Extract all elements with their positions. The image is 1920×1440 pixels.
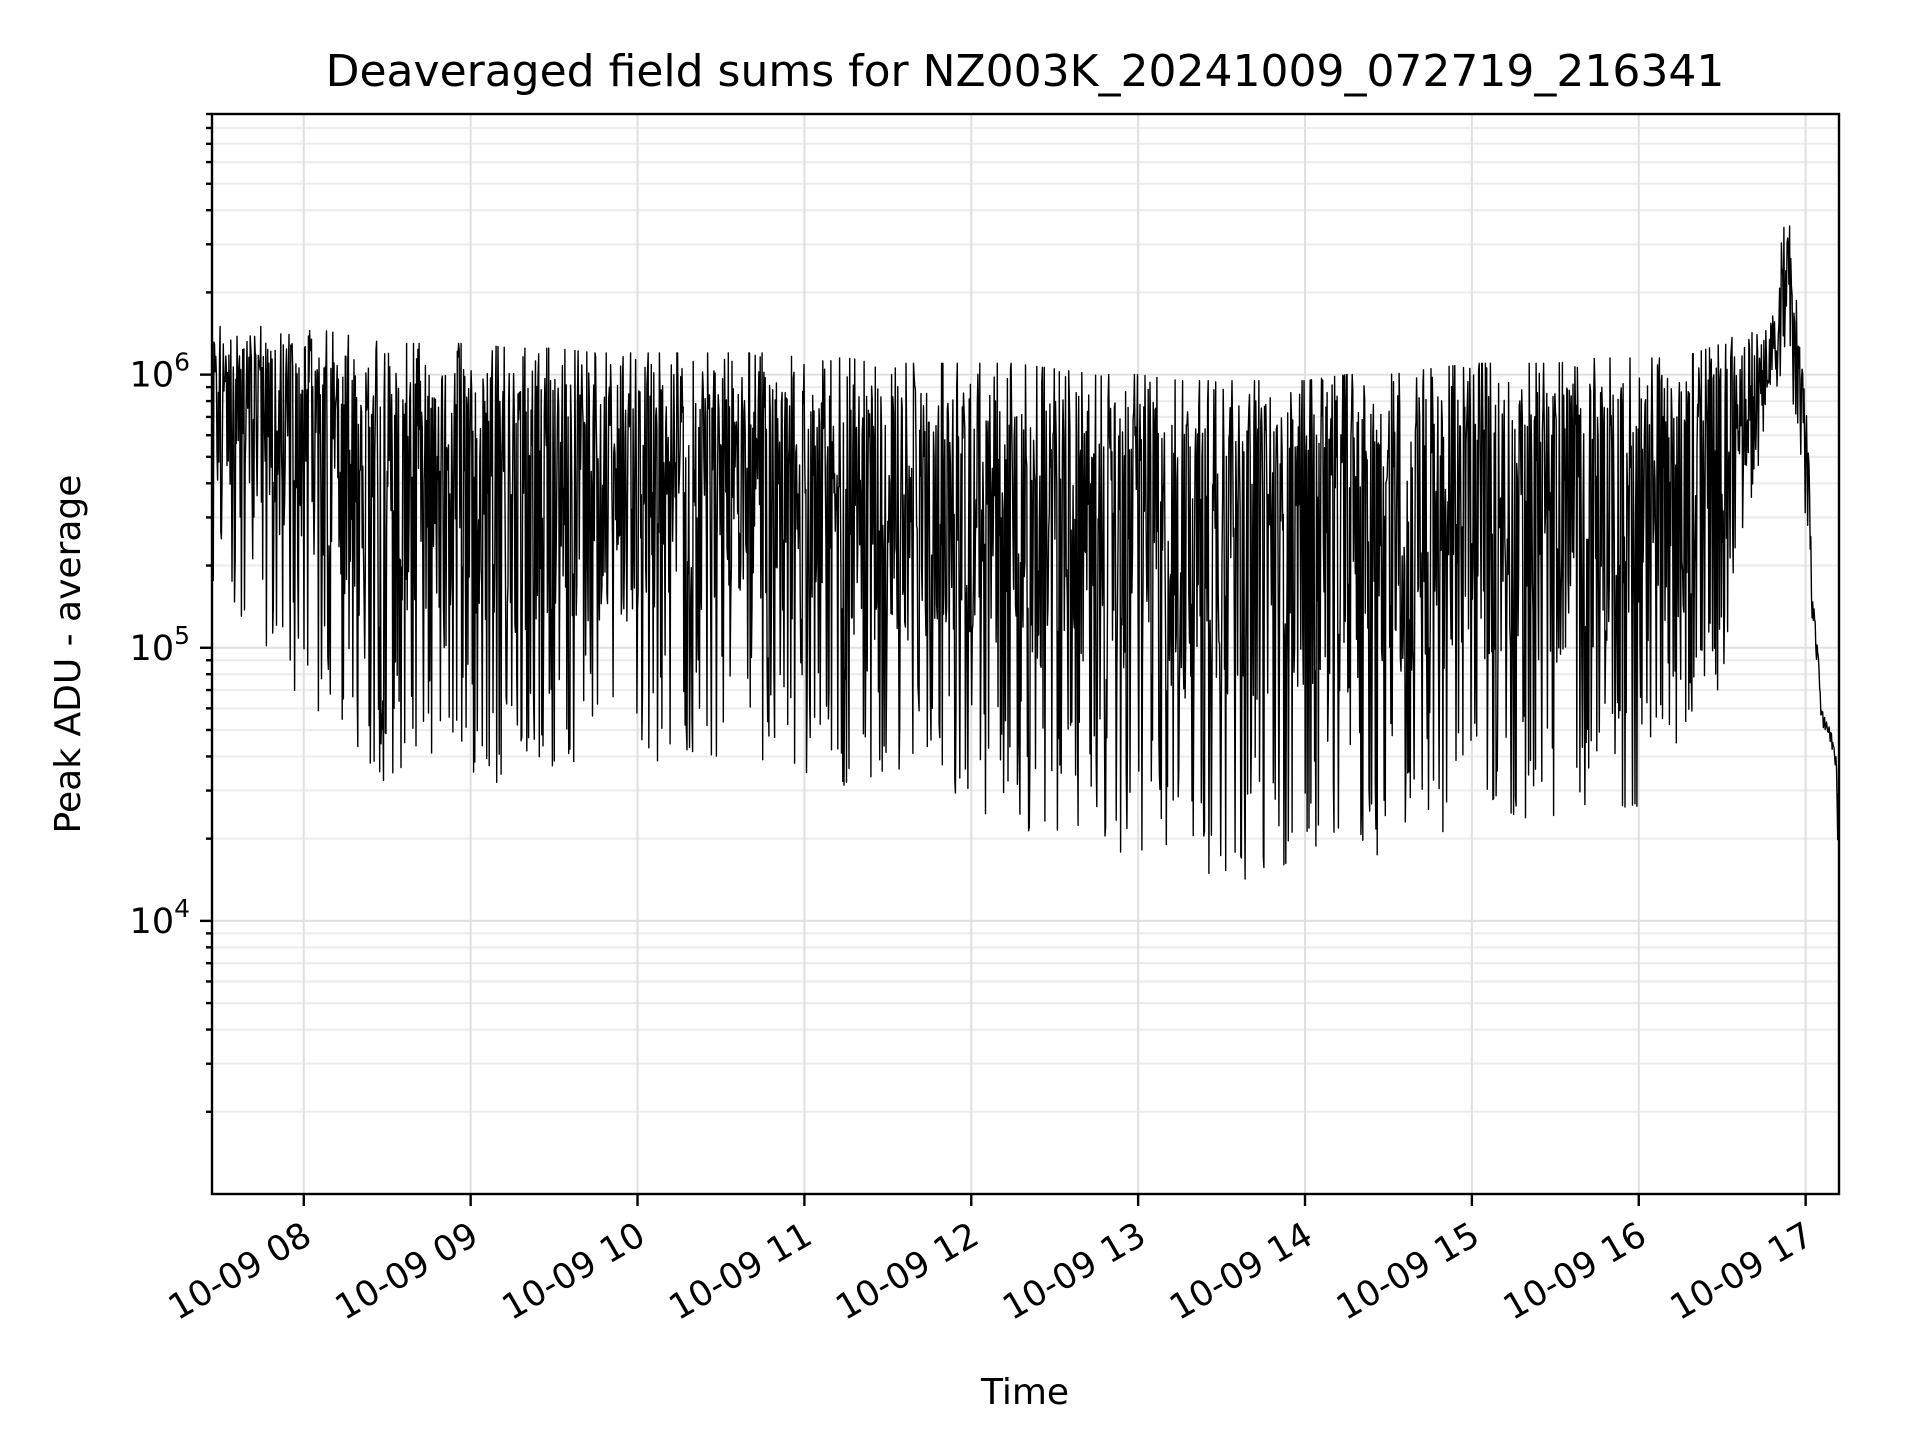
x-axis-label: Time: [980, 1372, 1069, 1413]
y-axis-label: Peak ADU - average: [48, 475, 89, 834]
major-gridlines: [212, 114, 1839, 1194]
y-tick-label: 104: [130, 894, 190, 942]
y-tick-label: 106: [130, 348, 190, 396]
plot-area-frame: [210, 112, 1841, 1196]
series-line: [211, 225, 1840, 880]
y-axis: 104 105 106: [130, 112, 212, 1113]
chart-title: Deaveraged field sums for NZ003K_2024100…: [326, 46, 1725, 97]
y-tick-label: 105: [130, 621, 190, 669]
